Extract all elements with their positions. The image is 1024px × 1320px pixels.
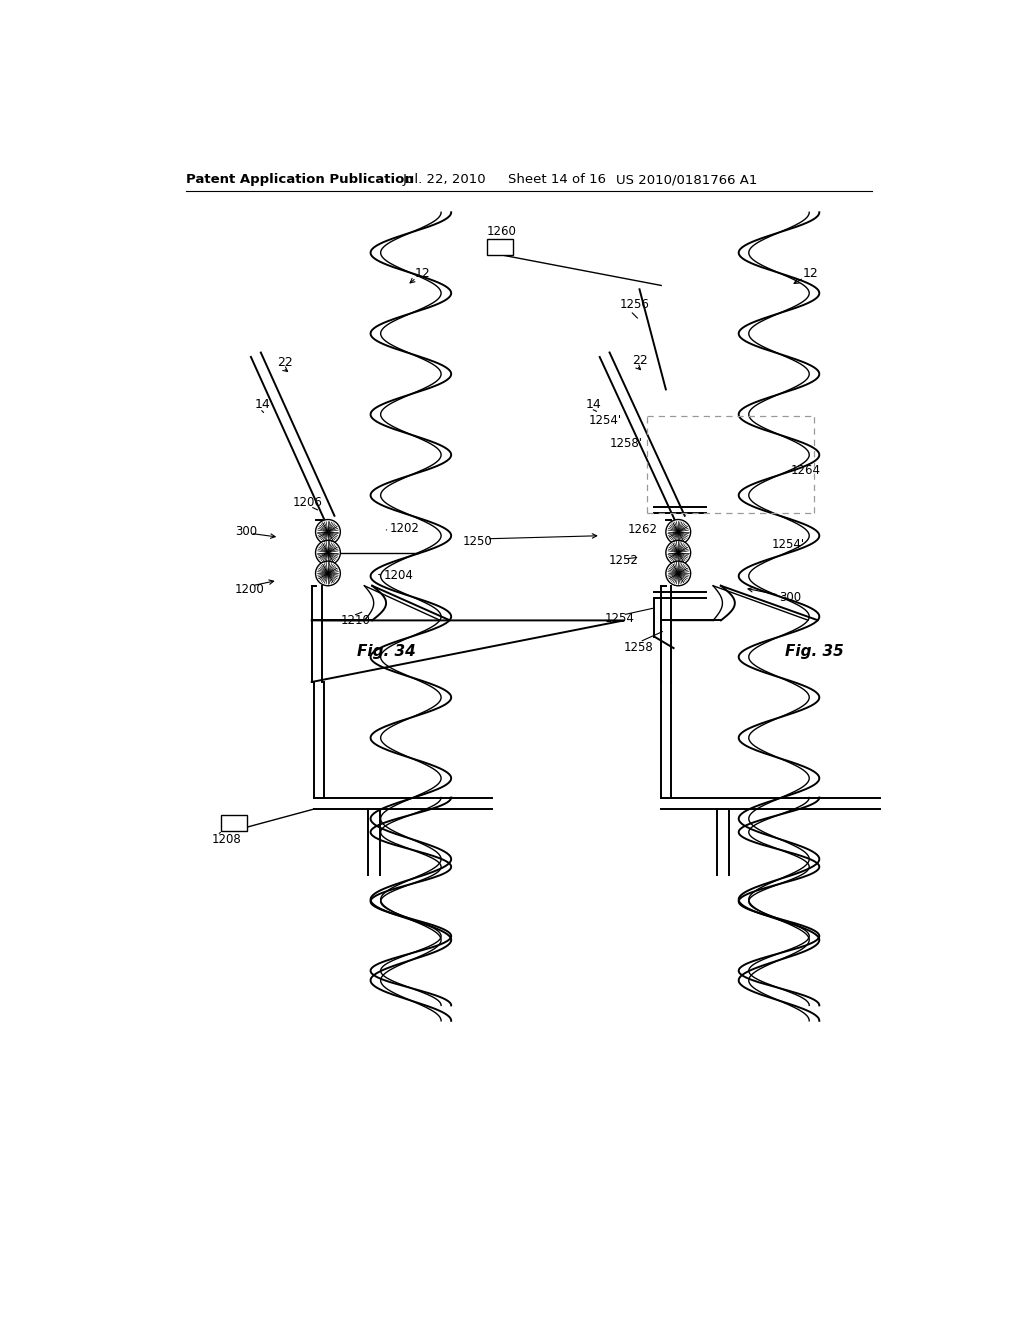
Circle shape [666,520,690,544]
Text: 1202: 1202 [390,521,420,535]
Text: 1252: 1252 [608,554,638,566]
Text: 1262: 1262 [628,523,657,536]
Text: 1260: 1260 [486,224,517,238]
Text: 12: 12 [415,268,430,280]
Text: 14: 14 [254,399,270,412]
Text: 14: 14 [586,399,601,412]
Text: 1210: 1210 [341,614,371,627]
Text: 22: 22 [632,354,647,367]
Circle shape [666,561,690,586]
Text: 1256: 1256 [621,298,650,312]
Text: 1208: 1208 [212,833,242,846]
Text: 300: 300 [234,525,257,539]
Text: 1254: 1254 [604,612,635,626]
Text: 1264: 1264 [791,463,820,477]
Text: 22: 22 [278,356,293,370]
Text: Patent Application Publication: Patent Application Publication [186,173,414,186]
Text: 1206: 1206 [293,496,323,510]
Circle shape [315,520,340,544]
Text: 1204: 1204 [384,569,414,582]
Circle shape [315,561,340,586]
Text: 300: 300 [779,591,801,603]
Text: Fig. 34: Fig. 34 [356,644,416,659]
Text: Fig. 35: Fig. 35 [785,644,844,659]
Bar [486,239,513,255]
Bar [221,816,248,830]
Text: +/-: +/- [225,818,242,828]
Text: 1250: 1250 [463,535,493,548]
Text: 1258': 1258' [610,437,643,450]
Text: 1258: 1258 [624,640,653,653]
Text: Jul. 22, 2010: Jul. 22, 2010 [403,173,486,186]
Text: US 2010/0181766 A1: US 2010/0181766 A1 [616,173,758,186]
Text: 1254': 1254' [589,413,623,426]
Circle shape [315,540,340,565]
Text: Sheet 14 of 16: Sheet 14 of 16 [508,173,606,186]
Text: +/-: +/- [490,242,508,252]
Text: 1254': 1254' [771,539,805,552]
Circle shape [666,540,690,565]
Text: 1200: 1200 [234,583,264,597]
Text: 12: 12 [802,268,818,280]
